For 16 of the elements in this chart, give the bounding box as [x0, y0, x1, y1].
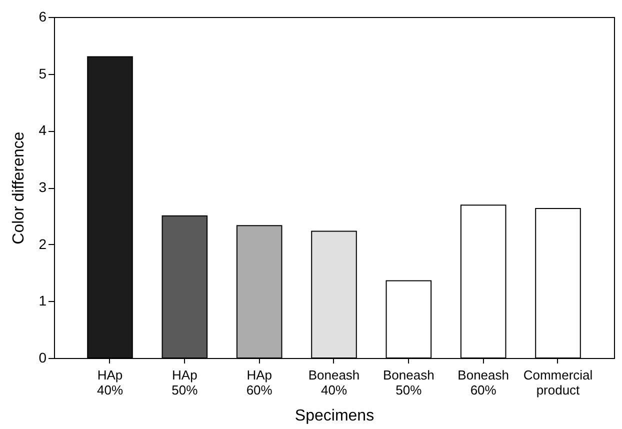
x-tick-label: Boneash 50% [383, 368, 434, 398]
x-tick-label: HAp 60% [246, 368, 273, 398]
x-tick-label: HAp 50% [172, 368, 198, 398]
y-tick-label: 0 [38, 350, 47, 366]
y-tick-label: 5 [38, 65, 47, 82]
y-tick-label: 3 [38, 179, 47, 195]
y-tick-label: 1 [38, 292, 47, 309]
x-tick-label: Commercial product [523, 368, 593, 398]
x-axis-title: Specimens [294, 408, 374, 424]
y-axis-title: Color difference [10, 132, 28, 244]
y-tick-label: 4 [38, 122, 47, 138]
x-tick-label: Boneash 40% [308, 368, 360, 398]
x-tick-label: HAp 40% [96, 368, 124, 398]
y-tick-label: 6 [38, 8, 47, 24]
x-tick-label: Boneash 60% [458, 368, 509, 398]
y-tick-label: 2 [38, 236, 47, 252]
